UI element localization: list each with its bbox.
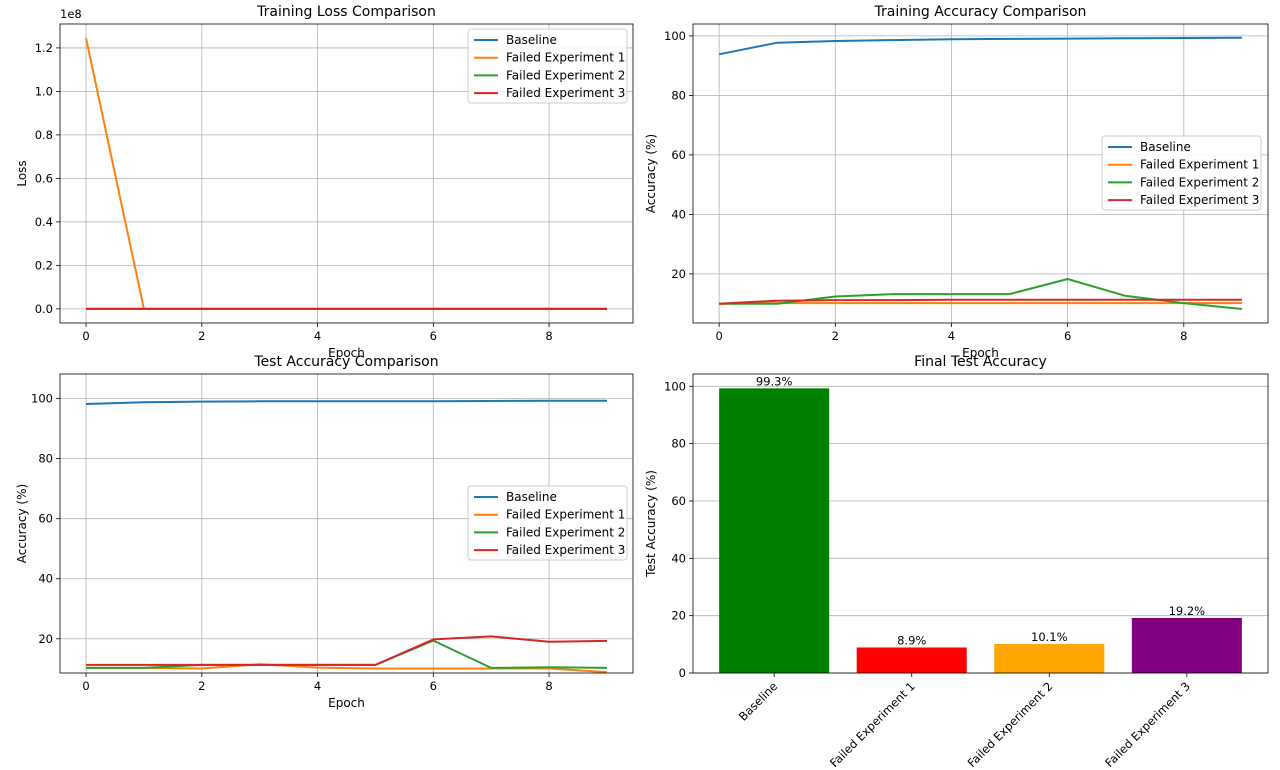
line-chart-3: 0 2 4 6 8 20 40 60 80 100 Test Accuracy Comparison… [15, 354, 634, 710]
legend-label: Failed Experiment 1 [506, 508, 625, 522]
y-tick-label: 40 [38, 572, 53, 586]
legend-label: Baseline [1140, 140, 1191, 154]
y-tick-label: 80 [38, 452, 53, 466]
bar [994, 644, 1105, 673]
axis-offset-text: 1e8 [60, 7, 82, 21]
y-tick-label: 80 [671, 88, 686, 102]
x-tick-label: 4 [314, 329, 321, 343]
y-tick-label: 0.6 [35, 171, 53, 185]
x-tick-label: 2 [198, 679, 205, 693]
chart-title: Test Accuracy Comparison [253, 354, 438, 370]
x-tick-label: 8 [1180, 329, 1187, 343]
y-tick-label: 20 [38, 632, 53, 646]
x-tick-label: Failed Experiment 1 [827, 679, 918, 770]
x-tick-label: 4 [948, 329, 955, 343]
legend-label: Failed Experiment 2 [1140, 175, 1259, 189]
plot-frame [59, 23, 634, 324]
y-tick-label: 20 [671, 609, 686, 623]
y-axis-label: Test Accuracy (%) [644, 470, 658, 578]
legend: Baseline Failed Experiment 1 Failed Experi… [467, 28, 628, 104]
series-line [86, 635, 608, 666]
x-tick-label: 6 [430, 679, 437, 693]
line-chart-2: 0 2 4 6 8 20 40 60 80 100 Training Accuracy Compar… [644, 4, 1269, 360]
legend-box [467, 485, 628, 561]
y-tick-label: 0.2 [35, 258, 53, 272]
plot-frame [59, 373, 634, 674]
legend-box [467, 28, 628, 104]
legend-label: Baseline [506, 490, 557, 504]
series-line [719, 302, 1242, 305]
plot-frame [692, 373, 1269, 674]
x-axis-label: Epoch [328, 346, 365, 360]
y-tick-label: 60 [671, 148, 686, 162]
chart-title: Training Loss Comparison [256, 4, 436, 20]
x-tick-label: Failed Experiment 2 [965, 679, 1056, 770]
y-tick-label: 100 [664, 29, 686, 43]
y-tick-label: 0.4 [35, 215, 53, 229]
bar-value-label: 10.1% [1031, 630, 1068, 644]
series-line [719, 278, 1243, 310]
y-tick-label: 1.0 [35, 84, 53, 98]
y-tick-label: 40 [671, 207, 686, 221]
y-tick-label: 60 [671, 494, 686, 508]
legend-label: Failed Experiment 3 [1140, 193, 1259, 207]
legend-label: Failed Experiment 3 [506, 543, 625, 557]
x-tick-label: 0 [82, 679, 89, 693]
y-tick-label: 1.2 [35, 41, 53, 55]
y-tick-label: 20 [671, 267, 686, 281]
bar [719, 388, 830, 673]
chart-title: Training Accuracy Comparison [874, 4, 1087, 20]
y-tick-label: 40 [671, 551, 686, 565]
x-tick-label: Baseline [736, 679, 780, 723]
x-tick-label: 6 [1064, 329, 1071, 343]
x-tick-label: 0 [715, 329, 722, 343]
y-tick-label: 0.8 [35, 128, 53, 142]
bar-value-label: 19.2% [1169, 604, 1206, 618]
bar-chart: 0 20 40 60 80 100 99.3% Baseline 8.9% Failed Expe… [644, 354, 1269, 770]
y-tick-label: 80 [671, 437, 686, 451]
legend-box [1101, 135, 1262, 211]
bar [856, 647, 967, 673]
legend-label: Failed Experiment 3 [506, 86, 625, 100]
x-tick-label: 2 [832, 329, 839, 343]
bar [1131, 617, 1242, 673]
series-line [719, 298, 1242, 305]
legend-label: Failed Experiment 2 [506, 525, 625, 539]
bar-value-label: 8.9% [897, 633, 926, 647]
x-tick-label: 2 [198, 329, 205, 343]
y-axis-label: Accuracy (%) [15, 484, 29, 563]
series-line [85, 399, 607, 405]
chart-title: Final Test Accuracy [914, 354, 1047, 370]
bar-value-label: 99.3% [756, 374, 793, 388]
x-tick-label: 4 [314, 679, 321, 693]
y-tick-label: 0.0 [35, 302, 53, 316]
line-chart-1: 0 2 4 6 8 0.0 0.2 0.4 0.6 0.8 1.0 1.2 Training Loss … [15, 4, 634, 360]
x-tick-label: 8 [545, 329, 552, 343]
y-axis-label: Accuracy (%) [644, 134, 658, 213]
y-tick-label: 60 [38, 512, 53, 526]
legend: Baseline Failed Experiment 1 Failed Experi… [467, 485, 628, 561]
y-axis-label: Loss [15, 160, 29, 186]
legend: Baseline Failed Experiment 1 Failed Experi… [1101, 135, 1262, 211]
x-tick-label: Failed Experiment 3 [1102, 679, 1193, 770]
legend-label: Failed Experiment 1 [506, 51, 625, 65]
x-tick-label: 8 [545, 679, 552, 693]
plot-frame [692, 23, 1269, 324]
x-axis-label: Epoch [962, 346, 999, 360]
series-line [718, 36, 1242, 56]
x-tick-label: 0 [82, 329, 89, 343]
y-tick-label: 100 [31, 392, 53, 406]
y-tick-label: 0 [679, 666, 686, 680]
legend-label: Failed Experiment 2 [506, 68, 625, 82]
series-line [86, 639, 608, 669]
legend-label: Failed Experiment 1 [1140, 158, 1259, 172]
legend-label: Baseline [506, 33, 557, 47]
x-tick-label: 6 [430, 329, 437, 343]
y-tick-label: 100 [664, 379, 686, 393]
x-axis-label: Epoch [328, 696, 365, 710]
